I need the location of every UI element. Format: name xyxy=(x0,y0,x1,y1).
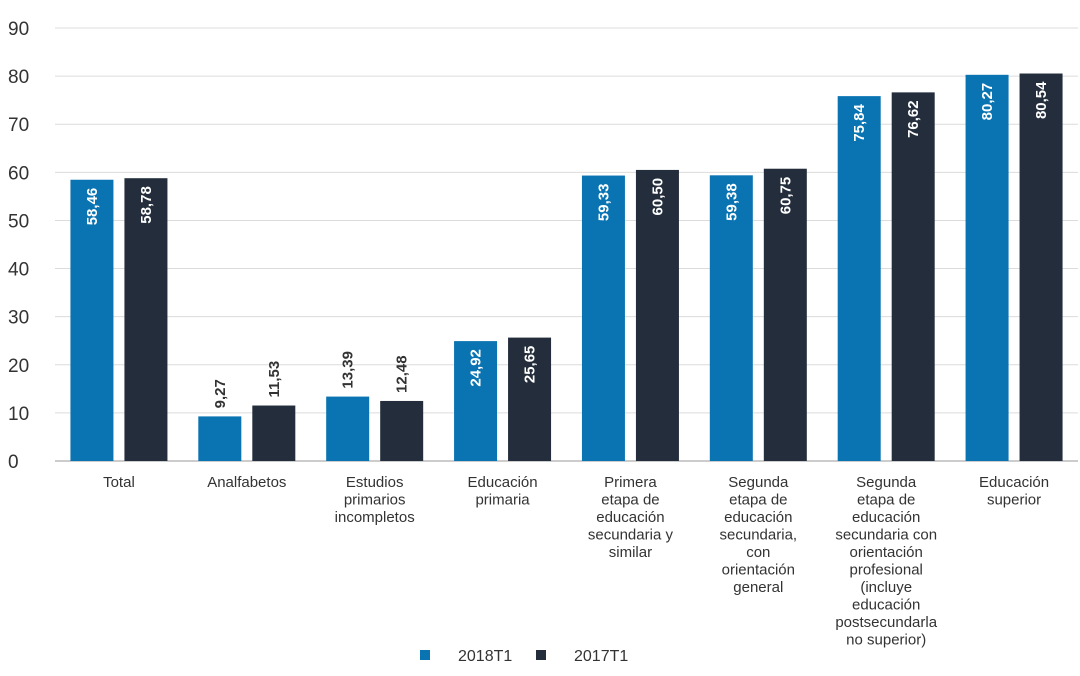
x-category-label: educación xyxy=(596,509,664,526)
data-label-2018T1-2: 13,39 xyxy=(340,351,357,389)
legend-label-2018T1: 2018T1 xyxy=(458,648,512,665)
data-label-2017T1-4: 60,50 xyxy=(649,178,666,216)
x-category-label: general xyxy=(733,579,783,596)
y-tick-label: 0 xyxy=(8,452,19,473)
data-label-2018T1-5: 59,38 xyxy=(723,183,740,221)
x-category-label: incompletos xyxy=(335,509,415,526)
bar-2017T1-7 xyxy=(1019,73,1063,461)
x-category-label: etapa de xyxy=(729,492,787,509)
x-category-label: profesional xyxy=(849,562,922,579)
x-category-label: secundaria con xyxy=(835,527,937,544)
x-category-label: Estudios xyxy=(346,474,404,491)
legend: 2018T1 2017T1 xyxy=(420,648,628,665)
bar-2018T1-2 xyxy=(326,396,370,461)
x-category-label: educación xyxy=(852,597,920,614)
x-category-label: secundaria, xyxy=(720,527,798,544)
bar-2017T1-0 xyxy=(124,178,168,462)
y-tick-label: 60 xyxy=(8,163,29,184)
x-category-label: postsecundarla xyxy=(835,614,937,631)
y-tick-label: 30 xyxy=(8,308,29,329)
y-tick-label: 90 xyxy=(8,19,29,40)
bar-2018T1-1 xyxy=(198,416,242,461)
y-tick-label: 70 xyxy=(8,115,29,136)
x-category-label: no superior) xyxy=(846,632,926,649)
bar-2017T1-5 xyxy=(763,168,807,461)
data-label-2018T1-4: 59,33 xyxy=(595,184,612,222)
x-category-label: etapa de xyxy=(857,492,915,509)
x-category-label: Total xyxy=(103,474,135,491)
x-category-label: primarios xyxy=(344,492,406,509)
x-category-label: Segunda xyxy=(728,474,789,491)
legend-swatch-2018T1 xyxy=(420,650,430,660)
data-label-2017T1-0: 58,78 xyxy=(138,186,155,224)
bar-2017T1-1 xyxy=(252,405,296,461)
x-category-label: Educación xyxy=(468,474,538,491)
bar-2017T1-6 xyxy=(891,92,935,461)
y-tick-label: 10 xyxy=(8,404,29,425)
bar-2018T1-6 xyxy=(837,96,881,461)
data-label-2017T1-7: 80,54 xyxy=(1033,81,1050,119)
bar-2018T1-0 xyxy=(70,179,114,462)
y-axis-ticks: 0 10 20 30 40 50 60 70 80 90 xyxy=(8,19,29,473)
x-category-label: primaria xyxy=(475,492,530,509)
y-tick-label: 50 xyxy=(8,211,29,232)
bar-2017T1-3 xyxy=(508,337,552,461)
x-category-label: orientación xyxy=(722,562,795,579)
x-axis-categories: Total Analfabetos Estudiosprimariosincompl… xyxy=(103,474,1049,649)
data-label-2017T1-2: 12,48 xyxy=(394,355,411,393)
y-tick-label: 80 xyxy=(8,67,29,88)
x-category-label: superior xyxy=(987,492,1041,509)
bar-2017T1-2 xyxy=(380,400,424,461)
bars: 58,46 58,78 9,27 11,53 13,39 12,48 24,92 25,65 5… xyxy=(70,73,1063,462)
x-category-label: (incluye xyxy=(860,579,912,596)
data-label-2018T1-7: 80,27 xyxy=(979,83,996,121)
y-tick-label: 20 xyxy=(8,356,29,377)
legend-swatch-2017T1 xyxy=(536,650,546,660)
bar-2018T1-3 xyxy=(454,341,498,461)
grid-layer xyxy=(55,27,1078,462)
data-label-2018T1-0: 58,46 xyxy=(84,188,101,226)
x-category-label: con xyxy=(746,544,770,561)
data-label-2018T1-1: 9,27 xyxy=(212,379,229,408)
x-category-label: secundaria y xyxy=(588,527,674,544)
bar-2017T1-4 xyxy=(635,169,679,461)
data-label-2017T1-5: 60,75 xyxy=(777,177,794,215)
y-tick-label: 40 xyxy=(8,260,29,281)
x-category-label: orientación xyxy=(849,544,922,561)
x-category-label: similar xyxy=(609,544,652,561)
x-category-label: Analfabetos xyxy=(207,474,286,491)
x-category-label: educación xyxy=(852,509,920,526)
data-label-2017T1-1: 11,53 xyxy=(266,361,283,398)
bar-2018T1-4 xyxy=(581,175,625,462)
x-category-label: educación xyxy=(724,509,792,526)
data-label-2018T1-3: 24,92 xyxy=(468,349,485,387)
data-label-2017T1-6: 76,62 xyxy=(905,100,922,138)
x-category-label: Primera xyxy=(604,474,657,491)
bar-2018T1-7 xyxy=(965,74,1009,462)
data-label-2017T1-3: 25,65 xyxy=(522,346,539,384)
x-category-label: Educación xyxy=(979,474,1049,491)
legend-label-2017T1: 2017T1 xyxy=(574,648,628,665)
x-category-label: Segunda xyxy=(856,474,917,491)
bar-2018T1-5 xyxy=(709,175,753,461)
data-label-2018T1-6: 75,84 xyxy=(851,103,868,141)
x-category-label: etapa de xyxy=(601,492,659,509)
